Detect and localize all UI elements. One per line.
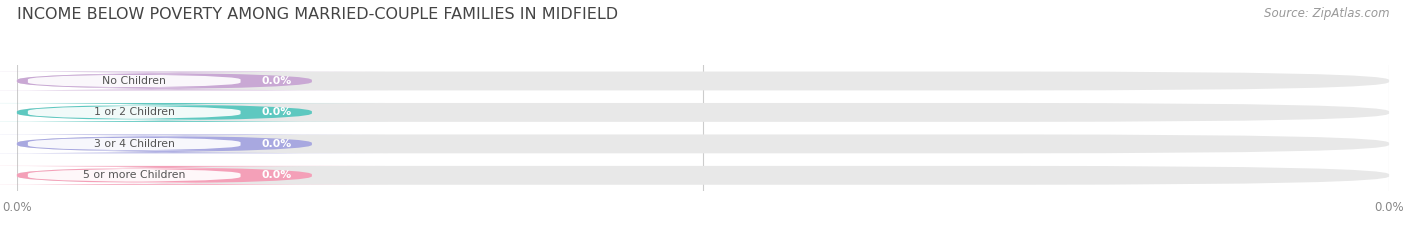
Text: Source: ZipAtlas.com: Source: ZipAtlas.com <box>1264 7 1389 20</box>
FancyBboxPatch shape <box>17 72 1389 90</box>
FancyBboxPatch shape <box>0 134 388 153</box>
FancyBboxPatch shape <box>0 168 280 183</box>
Text: No Children: No Children <box>103 76 166 86</box>
Text: 0.0%: 0.0% <box>262 76 291 86</box>
Text: 3 or 4 Children: 3 or 4 Children <box>94 139 174 149</box>
Text: INCOME BELOW POVERTY AMONG MARRIED-COUPLE FAMILIES IN MIDFIELD: INCOME BELOW POVERTY AMONG MARRIED-COUPL… <box>17 7 619 22</box>
FancyBboxPatch shape <box>0 103 388 122</box>
Text: 0.0%: 0.0% <box>262 107 291 117</box>
FancyBboxPatch shape <box>17 103 1389 122</box>
FancyBboxPatch shape <box>0 137 280 151</box>
Text: 0.0%: 0.0% <box>262 170 291 180</box>
Text: 5 or more Children: 5 or more Children <box>83 170 186 180</box>
FancyBboxPatch shape <box>17 166 1389 185</box>
FancyBboxPatch shape <box>0 72 388 90</box>
Text: 1 or 2 Children: 1 or 2 Children <box>94 107 174 117</box>
FancyBboxPatch shape <box>0 74 280 88</box>
FancyBboxPatch shape <box>0 166 388 185</box>
FancyBboxPatch shape <box>0 105 280 120</box>
Text: 0.0%: 0.0% <box>262 139 291 149</box>
FancyBboxPatch shape <box>17 134 1389 153</box>
